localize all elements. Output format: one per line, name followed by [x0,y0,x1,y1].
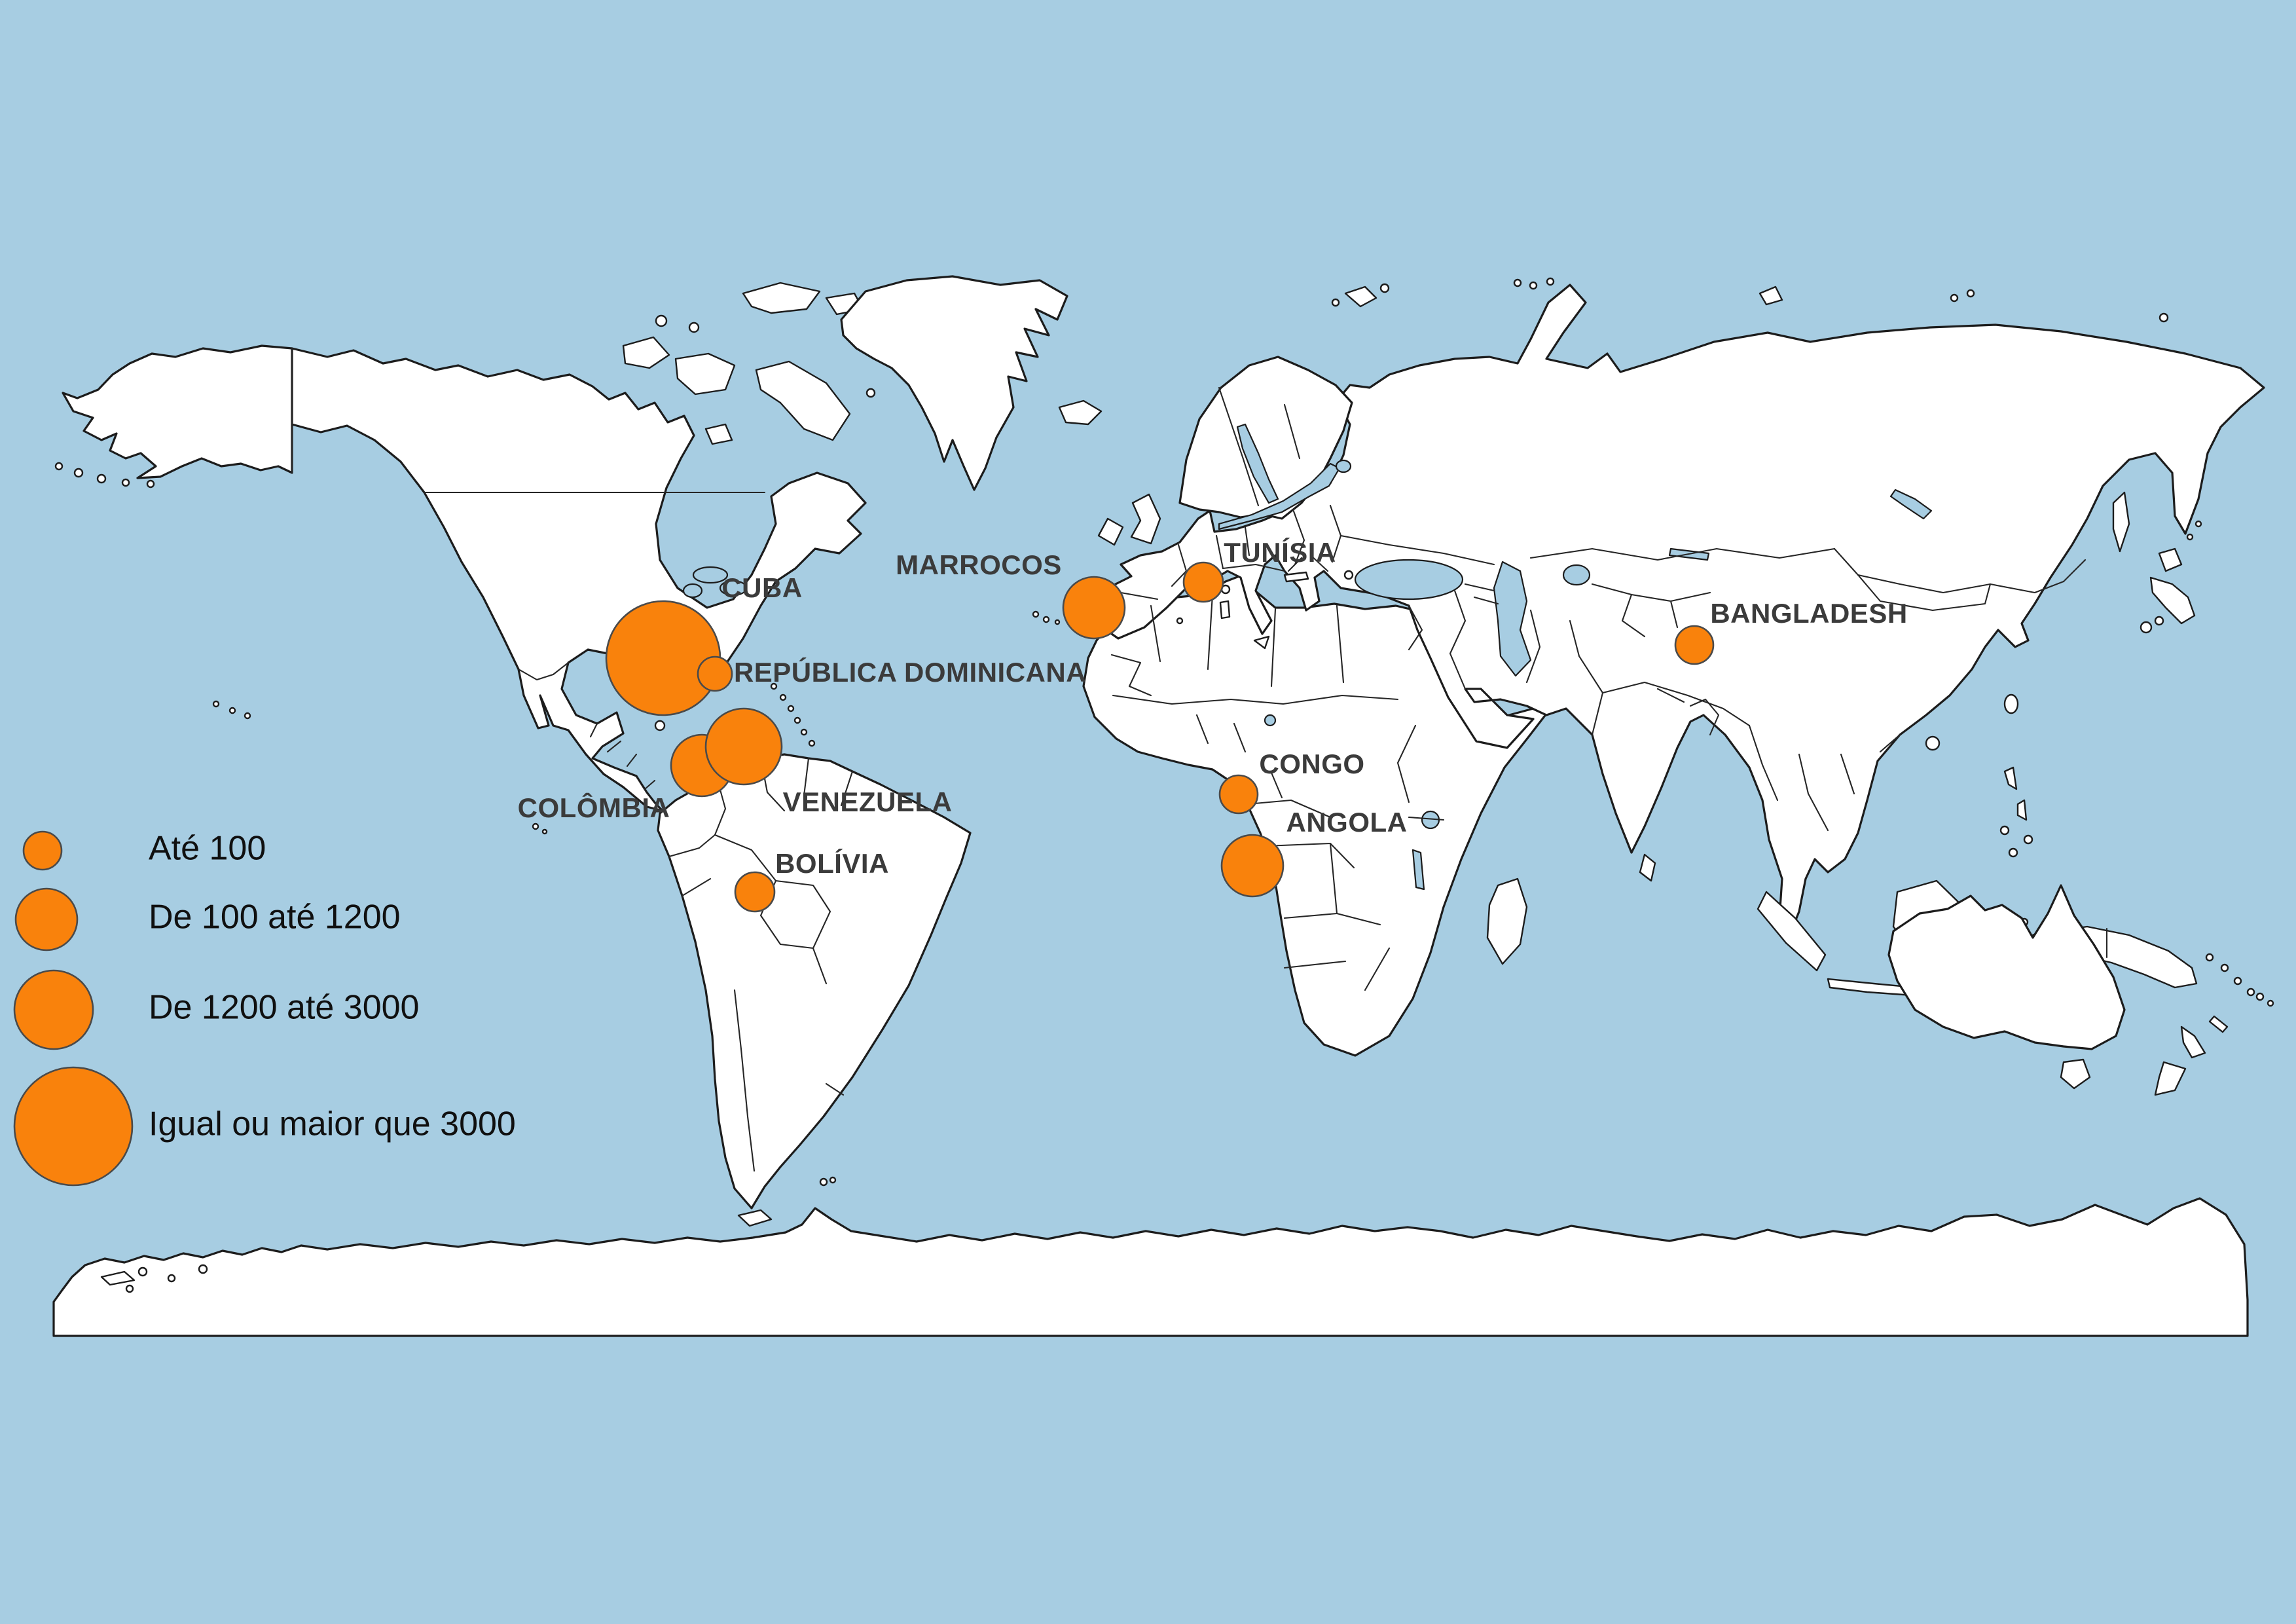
basemap-land [52,275,2274,1337]
bubble-bolivia [734,871,776,913]
landmass-alaska [62,344,293,479]
bubbles-layer [605,561,1715,913]
legend-label-1: De 100 até 1200 [149,898,401,936]
landmass-australia [1887,884,2126,1050]
label-marrocos: MARROCOS [896,549,1062,580]
legend-circle-2 [13,969,94,1050]
landmass-tasmania [2060,1058,2091,1090]
pacific-islands [2208,992,2274,1033]
lake-chad [1264,714,1277,727]
east-asia-islands [1639,491,2202,882]
label-bolivia: BOLÍVIA [775,848,889,879]
label-colombia: COLÔMBIA [518,792,670,823]
caspian-sea [1493,561,1532,677]
lake-ladoga [1335,459,1352,473]
bubble-venezuela [704,707,783,786]
great-lake-michigan [682,583,703,599]
canary-islands [1032,610,1061,625]
bubble-bangladesh [1674,625,1715,665]
country-labels-layer: CUBA COLÔMBIA VENEZUELA REPÚBLICA DOMINICAN… [518,537,1908,879]
bubble-cuba [605,600,721,716]
legend-label-0: Até 100 [149,830,266,868]
galapagos-islands [532,822,548,835]
bubble-republica-dominicana [697,655,733,692]
falkland-islands [819,1176,837,1187]
label-cuba: CUBA [721,572,802,603]
legend-circle-0 [22,830,63,871]
hawaii-islands [212,700,251,720]
country-borders [291,347,2108,1172]
bubble-congo [1218,774,1259,815]
aral-sea [1562,564,1591,586]
antarctic-islands [100,1264,208,1293]
bubble-marrocos [1062,576,1126,640]
inland-water [682,423,1933,891]
landmass-madagascar [1486,877,1528,965]
legend-circle-3 [13,1066,134,1187]
legend: Até 100 De 100 até 1200 De 1200 até 3000 Ig… [13,830,516,1187]
landmass-iceland [1058,399,1102,426]
caribbean-islands [654,682,816,747]
baltic-sea [1218,462,1341,530]
eurasian-arctic-islands [1331,277,2169,323]
label-republica-dominicana: REPÚBLICA DOMINICANA [734,656,1086,688]
bubble-angola [1220,834,1285,898]
landmass-africa [1082,574,1548,1057]
label-tunisia: TUNÍSIA [1224,537,1336,568]
label-bangladesh: BANGLADESH [1710,598,1907,629]
landmass-great-britain [1130,493,1161,545]
mediterranean-islands [1176,570,1354,650]
label-congo: CONGO [1259,748,1364,779]
bubble-tunisia [1182,561,1224,603]
lake-tanganyika [1412,849,1425,891]
landmass-new-zealand-south [2154,1061,2187,1096]
landmass-antarctica [52,1197,2249,1337]
great-lake-huron [719,580,748,597]
lake-baikal [1889,489,1933,520]
black-sea [1354,559,1464,600]
landmass-ireland [1097,517,1124,546]
legend-circle-1 [14,887,79,951]
landmass-new-zealand-north [2180,1025,2206,1059]
landmass-eurasia [1091,284,2265,939]
tierra-del-fuego [737,1209,773,1227]
label-angola: ANGOLA [1286,807,1408,838]
gulf-of-bothnia [1236,423,1279,504]
aleutian-islands [54,462,155,489]
label-venezuela: VENEZUELA [783,786,953,817]
great-lake-superior [692,566,729,584]
legend-label-3: Igual ou maior que 3000 [149,1105,516,1143]
landmass-greenland [840,275,1068,491]
legend-label-2: De 1200 até 3000 [149,989,419,1027]
